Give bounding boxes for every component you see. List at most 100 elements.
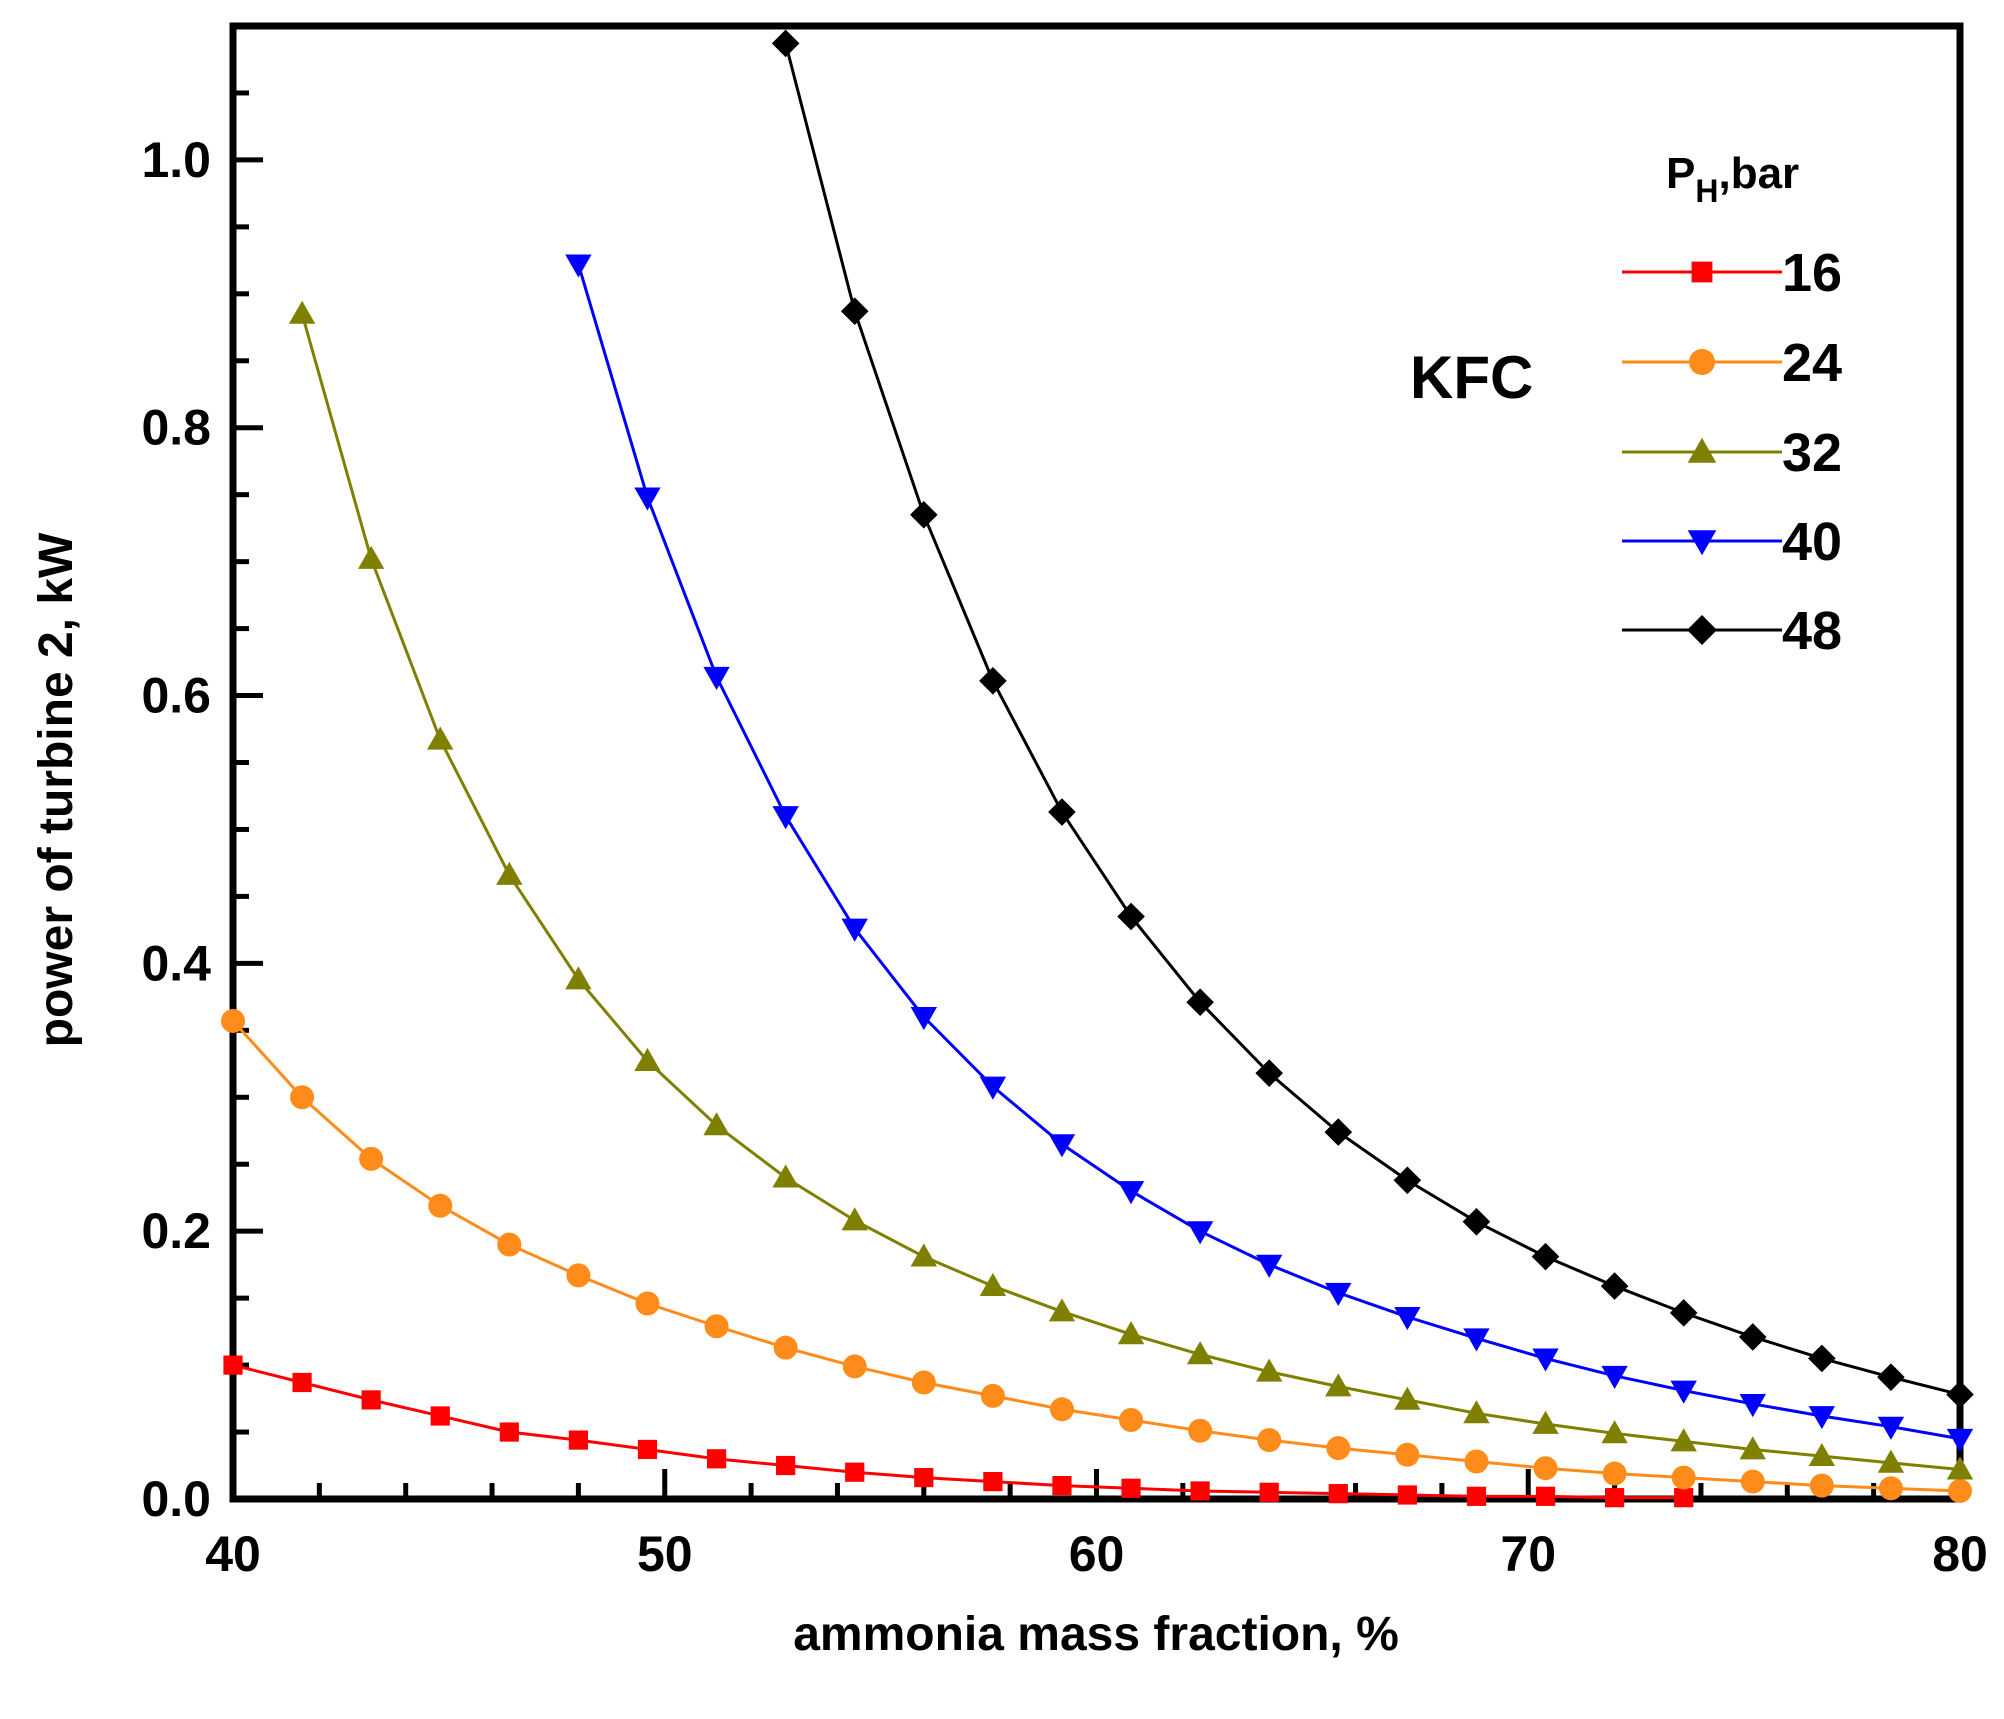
x-tick-label: 80 — [1932, 1526, 1988, 1582]
legend-label: 48 — [1782, 601, 1842, 661]
data-point — [1674, 1488, 1694, 1508]
data-point — [1605, 1488, 1625, 1508]
data-point — [845, 1462, 865, 1482]
data-point — [776, 1455, 796, 1476]
series-40 — [565, 254, 1974, 1452]
legend-marker — [1687, 615, 1717, 645]
data-point — [1186, 1341, 1214, 1365]
data-point — [703, 1112, 730, 1136]
data-point — [704, 1314, 729, 1339]
data-point — [1048, 798, 1076, 826]
data-point — [1256, 1358, 1283, 1382]
data-point — [1462, 1208, 1491, 1236]
data-point — [497, 1232, 522, 1257]
legend-label: 32 — [1782, 423, 1842, 483]
data-point — [1121, 1478, 1141, 1498]
data-point — [1117, 1321, 1145, 1345]
legend-entry-24: 24 — [1622, 333, 1842, 393]
legend-label: 40 — [1782, 512, 1842, 572]
legend-entry-40: 40 — [1622, 512, 1842, 572]
legend-title-main: P — [1666, 149, 1695, 198]
legend-marker — [1687, 530, 1717, 556]
data-point — [290, 1085, 315, 1110]
data-point — [1186, 1221, 1214, 1245]
y-tick-label: 0.6 — [141, 668, 211, 724]
x-axis-label: ammonia mass fraction, % — [793, 1608, 1399, 1661]
data-point — [1877, 1416, 1905, 1440]
data-point — [1670, 1428, 1697, 1452]
data-point — [1738, 1323, 1767, 1351]
data-point — [1877, 1449, 1905, 1473]
data-point — [1326, 1436, 1351, 1461]
data-point — [1531, 1242, 1560, 1271]
data-point — [1325, 1373, 1352, 1397]
data-point — [637, 1439, 658, 1460]
data-point — [1186, 988, 1214, 1016]
series-48 — [771, 29, 1974, 1409]
data-point — [635, 1291, 660, 1316]
series-line-24 — [231, 1019, 1961, 1493]
data-point — [359, 1146, 384, 1171]
series-line-16 — [232, 1363, 1684, 1500]
data-point — [1188, 1418, 1213, 1443]
data-point — [910, 1007, 937, 1031]
annotation-kfc: KFC — [1410, 344, 1533, 411]
y-tick-label: 0.0 — [141, 1471, 211, 1527]
data-point — [910, 500, 938, 529]
data-point — [1808, 1406, 1836, 1430]
data-point — [1946, 1456, 1974, 1480]
data-point — [910, 1243, 937, 1267]
data-point — [1670, 1380, 1697, 1404]
data-point — [288, 300, 316, 324]
legend-marker — [1689, 349, 1715, 375]
data-point — [427, 726, 454, 750]
data-point — [1877, 1363, 1905, 1391]
data-point — [1395, 1442, 1420, 1467]
series-layer — [221, 29, 1974, 1508]
legend-label: 16 — [1782, 243, 1842, 303]
data-point — [1946, 1380, 1974, 1409]
data-point — [1532, 1410, 1559, 1434]
data-point — [980, 1383, 1005, 1408]
y-tick-label: 1.0 — [141, 132, 211, 188]
legend-marker — [1691, 261, 1713, 283]
data-point — [1740, 1469, 1765, 1494]
x-tick-label: 60 — [1069, 1526, 1125, 1582]
legend-title: PH,bar — [1666, 149, 1799, 209]
data-point — [568, 1430, 588, 1450]
data-point — [1257, 1428, 1282, 1453]
data-point — [1049, 1397, 1074, 1422]
legend-title-rest: ,bar — [1718, 149, 1799, 198]
data-point — [911, 1370, 936, 1395]
data-point — [773, 1335, 798, 1360]
data-point — [221, 1008, 245, 1033]
data-point — [772, 806, 799, 830]
legend-marker — [1687, 437, 1717, 463]
data-point — [983, 1471, 1003, 1492]
data-point — [566, 1263, 591, 1288]
data-point — [840, 297, 869, 326]
data-point — [772, 1164, 799, 1188]
data-point — [842, 1354, 867, 1379]
data-point — [1739, 1436, 1766, 1460]
data-point — [1119, 1407, 1144, 1432]
data-point — [292, 1372, 312, 1393]
data-point — [1600, 1272, 1629, 1300]
data-point — [1393, 1166, 1422, 1195]
data-point — [565, 254, 592, 278]
data-point — [1325, 1282, 1352, 1306]
data-point — [1463, 1328, 1490, 1352]
y-tick-label: 0.4 — [141, 935, 211, 991]
data-point — [1117, 902, 1145, 931]
series-line-32 — [300, 313, 1961, 1472]
data-point — [1601, 1365, 1628, 1390]
data-point — [1259, 1482, 1279, 1502]
data-point — [634, 487, 661, 511]
data-point — [1324, 1118, 1353, 1146]
data-point — [1601, 1420, 1628, 1444]
axis-ticks — [230, 23, 1963, 1502]
data-point — [771, 29, 800, 58]
y-tick-label: 0.8 — [141, 400, 211, 456]
data-point — [979, 1272, 1007, 1296]
